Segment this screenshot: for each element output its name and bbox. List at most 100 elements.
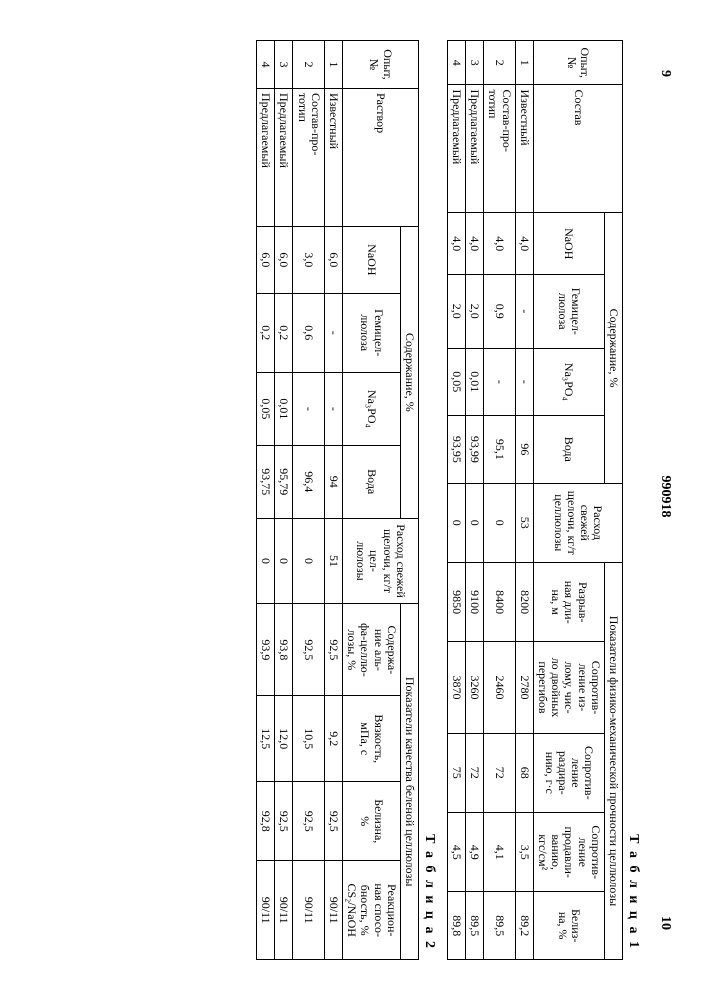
cell-izlom: 2780 xyxy=(515,642,533,733)
t1-h-voda: Вода xyxy=(533,416,604,484)
cell-reak: 90/11 xyxy=(293,861,324,960)
cell-beliz: 92,5 xyxy=(275,782,293,861)
cell-razdir: 72 xyxy=(484,733,515,812)
cell-prodav: 4,9 xyxy=(466,813,484,892)
table-row: 1Известный4,0--965382002780683,589,2 xyxy=(515,41,533,960)
cell-n: 1 xyxy=(324,41,342,89)
page-number-right: 10 xyxy=(657,916,673,930)
cell-rashod: 0 xyxy=(447,483,465,562)
page-header: 9 990918 10 xyxy=(651,30,673,970)
cell-razryv: 8200 xyxy=(515,562,533,641)
cell-rashod: 0 xyxy=(257,518,275,604)
table-row: 2Состав-про-тотип3,00,6-96,4092,510,592,… xyxy=(293,41,324,960)
cell-razdir: 72 xyxy=(466,733,484,812)
cell-rashod: 51 xyxy=(324,518,342,604)
cell-beliz: 92,8 xyxy=(257,782,275,861)
rotated-content: 9 990918 10 Т а б л и ц а 1 Опыт,№ Соста… xyxy=(33,30,673,970)
cell-n: 1 xyxy=(515,41,533,85)
t1-h-pokaz: Показатели физико-механической прочности… xyxy=(604,562,622,959)
t1-h-sostav: Состав xyxy=(533,85,622,213)
t2-h-opyt: Опыт,№ xyxy=(343,41,419,89)
cell-rashod: 0 xyxy=(275,518,293,604)
document-number: 990918 xyxy=(657,476,673,518)
t2-h-gemi: Гемицел-люлоза xyxy=(343,293,401,372)
cell-na3po4: 0,05 xyxy=(447,348,465,416)
t2-h-reak: Реакцион-ная спосо-бность, %CS₂/NaOH xyxy=(343,861,401,960)
cell-na3po4: - xyxy=(484,348,515,416)
cell-beliz: 92,5 xyxy=(324,782,342,861)
cell-gemi: 0,2 xyxy=(257,293,275,372)
t2-h-soderzh: Содержание, % xyxy=(400,227,418,519)
t1-h-rashod: Расход свежей щелочи, кг/т целлюлозы xyxy=(533,483,622,562)
table-1-caption: Т а б л и ц а 1 xyxy=(625,40,641,950)
cell-rashod: 0 xyxy=(466,483,484,562)
table-row: 1Известный6,0--945192,59,292,590/11 xyxy=(324,41,342,960)
cell-razryv: 9100 xyxy=(466,562,484,641)
cell-vyaz: 12,0 xyxy=(275,696,293,782)
cell-voda: 93,99 xyxy=(466,416,484,484)
t2-h-vyaz: Вязкость,мПа, с xyxy=(343,696,401,782)
cell-rastvor: Предлагаемый xyxy=(275,88,293,226)
table-2-caption: Т а б л и ц а 2 xyxy=(421,40,437,950)
cell-prodav: 4,1 xyxy=(484,813,515,892)
cell-vyaz: 10,5 xyxy=(293,696,324,782)
cell-izlom: 3870 xyxy=(447,642,465,733)
cell-na3po4: - xyxy=(515,348,533,416)
t2-body: 1Известный6,0--945192,59,292,590/112Сост… xyxy=(257,41,343,960)
cell-beliz: 89,2 xyxy=(515,892,533,960)
t2-h-pokaz: Показатели качества беленой целлюлозы xyxy=(400,604,418,960)
cell-na3po4: 0,01 xyxy=(466,348,484,416)
cell-sostav: Предлагаемый xyxy=(447,85,465,213)
cell-voda: 94 xyxy=(324,445,342,518)
cell-reak: 90/11 xyxy=(257,861,275,960)
cell-reak: 90/11 xyxy=(324,861,342,960)
cell-n: 3 xyxy=(275,41,293,89)
t1-h-beliz: Белиз-на, % xyxy=(533,892,604,960)
t1-h-gemi: Гемицел-люлоза xyxy=(533,275,604,348)
cell-voda: 96 xyxy=(515,416,533,484)
t1-h-na3po4: Na₃PO₄ xyxy=(533,348,604,416)
cell-voda: 95,1 xyxy=(484,416,515,484)
cell-rastvor: Состав-про-тотип xyxy=(293,88,324,226)
cell-na3po4: - xyxy=(293,372,324,445)
cell-razryv: 9850 xyxy=(447,562,465,641)
cell-prodav: 4,5 xyxy=(447,813,465,892)
cell-gemi: - xyxy=(515,275,533,348)
cell-voda: 93,95 xyxy=(447,416,465,484)
table-1-block: Т а б л и ц а 1 Опыт,№ Состав Содержание… xyxy=(447,40,641,960)
cell-vyaz: 12,5 xyxy=(257,696,275,782)
cell-gemi: 0,2 xyxy=(275,293,293,372)
cell-beliz: 89,5 xyxy=(466,892,484,960)
t2-h-voda: Вода xyxy=(343,445,401,518)
t2-h-alfa: Содержа-ние аль-фа-целлю-лозы, % xyxy=(343,604,401,696)
cell-n: 2 xyxy=(293,41,324,89)
cell-naoh: 4,0 xyxy=(466,213,484,275)
cell-rastvor: Известный xyxy=(324,88,342,226)
cell-reak: 90/11 xyxy=(275,861,293,960)
cell-naoh: 3,0 xyxy=(293,227,324,294)
cell-alfa: 92,5 xyxy=(324,604,342,696)
table-row: 4Предлагаемый6,00,20,0593,75093,912,592,… xyxy=(257,41,275,960)
table-2: Опыт,№ Раствор Содержание, % Расход свеж… xyxy=(256,40,419,960)
cell-sostav: Предлагаемый xyxy=(466,85,484,213)
cell-na3po4: - xyxy=(324,372,342,445)
t1-h-razdir: Сопротив-лениераздира-нию, г·с xyxy=(533,733,604,812)
cell-alfa: 93,8 xyxy=(275,604,293,696)
cell-na3po4: 0,01 xyxy=(275,372,293,445)
cell-naoh: 4,0 xyxy=(515,213,533,275)
cell-beliz: 89,5 xyxy=(484,892,515,960)
t1-h-prodav: Сопротив-лениепродавли-ванию,кгс/см² xyxy=(533,813,604,892)
t2-h-beliz: Белизна,% xyxy=(343,782,401,861)
cell-voda: 95,79 xyxy=(275,445,293,518)
table-2-block: Т а б л и ц а 2 Опыт,№ Раствор Содержани… xyxy=(256,40,437,960)
table-row: 4Предлагаемый4,02,00,0593,95098503870754… xyxy=(447,41,465,960)
cell-naoh: 6,0 xyxy=(257,227,275,294)
cell-razdir: 68 xyxy=(515,733,533,812)
cell-prodav: 3,5 xyxy=(515,813,533,892)
t1-h-soderzh: Содержание, % xyxy=(604,213,622,483)
t1-h-opyt: Опыт,№ xyxy=(533,41,622,85)
cell-rastvor: Предлагаемый xyxy=(257,88,275,226)
cell-naoh: 4,0 xyxy=(484,213,515,275)
cell-voda: 96,4 xyxy=(293,445,324,518)
cell-naoh: 6,0 xyxy=(324,227,342,294)
